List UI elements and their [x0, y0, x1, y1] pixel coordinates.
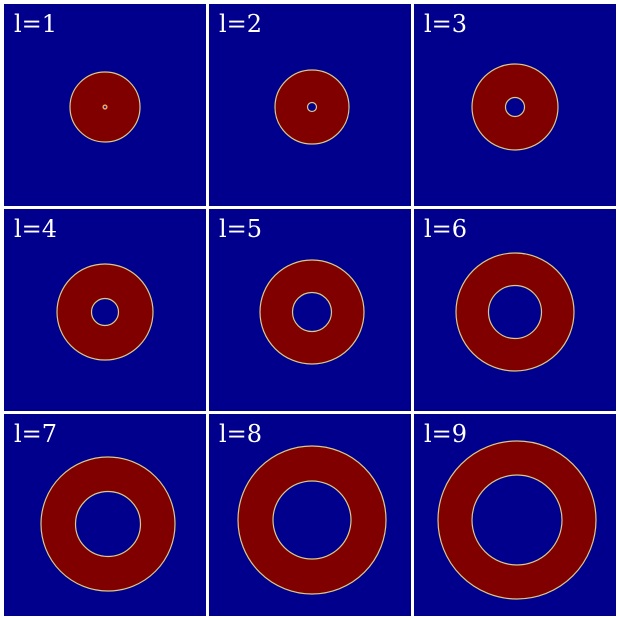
panel-l7: l=7 [4, 414, 206, 616]
panel-label: l=3 [424, 10, 468, 38]
panel-label: l=7 [14, 420, 58, 448]
ring-graphic [471, 63, 559, 151]
panel-l2: l=2 [209, 4, 411, 206]
ring-hole [291, 291, 333, 333]
panel-l4: l=4 [4, 209, 206, 411]
panel-label: l=4 [14, 215, 58, 243]
ring-hole [471, 474, 563, 566]
panel-label: l=1 [14, 10, 58, 38]
panel-grid: l=1 l=2 l=3 l=4 l=5 l=6 [4, 4, 616, 616]
ring-graphic [455, 252, 575, 372]
ring-hole [102, 104, 108, 110]
panel-l5: l=5 [209, 209, 411, 411]
panel-l3: l=3 [414, 4, 616, 206]
ring-hole [272, 480, 352, 560]
ring-hole [487, 284, 543, 340]
panel-l1: l=1 [4, 4, 206, 206]
ring-graphic [40, 456, 176, 592]
panel-label: l=8 [219, 420, 263, 448]
ring-graphic [56, 263, 154, 361]
ring-hole [504, 96, 526, 118]
panel-label: l=2 [219, 10, 263, 38]
ring-graphic [259, 259, 365, 365]
panel-label: l=6 [424, 215, 468, 243]
panel-label: l=9 [424, 420, 468, 448]
panel-l9: l=9 [414, 414, 616, 616]
ring-graphic [237, 445, 387, 595]
panel-label: l=5 [219, 215, 263, 243]
panel-l6: l=6 [414, 209, 616, 411]
ring-graphic [274, 69, 350, 145]
ring-hole [74, 490, 142, 558]
ring-graphic [69, 71, 141, 143]
ring-hole [306, 101, 318, 113]
ring-hole [90, 297, 120, 327]
panel-l8: l=8 [209, 414, 411, 616]
ring-graphic [437, 440, 597, 600]
